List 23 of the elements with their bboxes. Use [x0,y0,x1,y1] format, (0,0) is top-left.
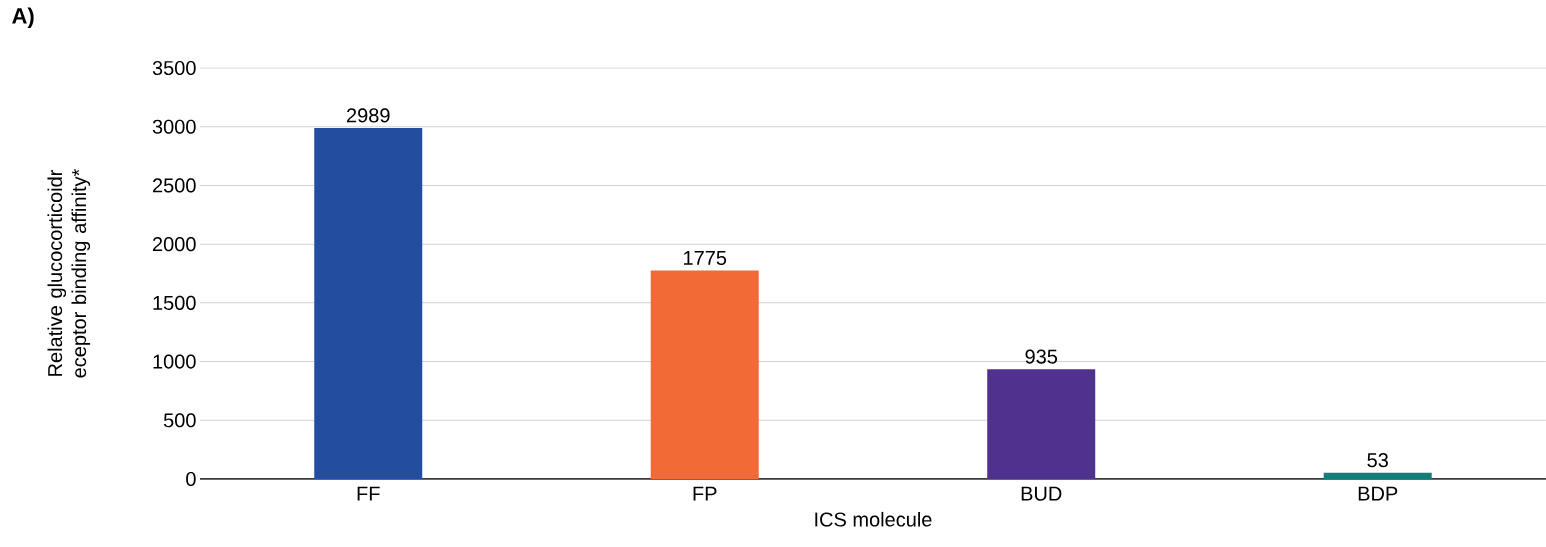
text: A) [12,7,34,29]
y-tick-label: 2500 [152,178,196,193]
y-tick-label: 1000 [153,354,196,369]
x-tick-label: FF [357,486,380,501]
y-axis-title: Relative glucocorticoidr eceptor binding affinity* [47,168,91,378]
data-label: 1775 [684,251,727,266]
x-axis-title: ICS molecule [815,511,932,527]
data-label: 935 [1025,349,1058,364]
data-label: 53 [1367,453,1388,468]
y-tick-label: 2000 [152,237,196,252]
y-tick-label: 3000 [152,119,196,134]
y-tick-label: 3500 [152,60,196,76]
data-label: 2989 [347,108,390,123]
bar [650,270,759,479]
x-tick-label: FP [693,486,717,501]
y-tick-label: 500 [163,413,196,428]
bar [1323,472,1432,479]
x-tick-label: BUD [1021,486,1062,501]
x-tick-label: BDP [1358,486,1398,501]
bar [987,369,1096,479]
bar [314,128,423,479]
y-tick-label: 0 [186,471,196,487]
y-tick-label: 1500 [153,295,196,310]
